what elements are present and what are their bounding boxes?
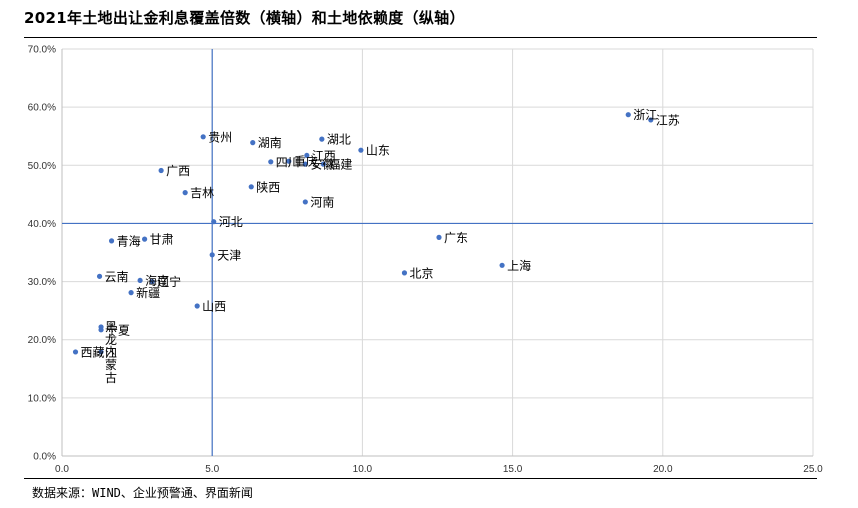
- data-point: [319, 136, 325, 142]
- data-label: 辽宁: [157, 274, 181, 289]
- y-tick-label: 30.0%: [28, 277, 56, 288]
- reference-lines: [62, 49, 813, 456]
- data-point: [286, 158, 292, 164]
- data-point: [320, 161, 326, 167]
- data-point: [128, 290, 134, 296]
- data-point: [248, 184, 254, 190]
- data-points: [72, 112, 654, 355]
- data-label: 江苏: [656, 113, 680, 127]
- x-tick-label: 0.0: [55, 464, 69, 475]
- data-label: 宁夏: [106, 322, 130, 337]
- title-divider: [24, 37, 817, 38]
- data-label: 西藏: [81, 345, 105, 359]
- data-label: 贵州: [208, 130, 232, 144]
- data-point: [250, 140, 256, 146]
- data-label: 陕西: [256, 179, 280, 194]
- y-tick-label: 50.0%: [28, 161, 56, 172]
- data-label: 上海: [507, 258, 531, 273]
- data-label: 广西: [166, 164, 190, 178]
- data-point: [436, 234, 442, 240]
- data-label: 海南: [145, 273, 169, 288]
- data-label: 黑龙江: [105, 320, 117, 360]
- data-label: 北京: [409, 266, 433, 280]
- data-point: [72, 349, 79, 355]
- chart-title: 2021年土地出让金利息覆盖倍数（横轴）和土地依赖度（纵轴）: [24, 9, 465, 27]
- data-label: 甘肃: [150, 233, 174, 247]
- data-point: [304, 152, 310, 159]
- y-tick-label: 60.0%: [28, 103, 56, 114]
- data-label: 浙江: [633, 108, 657, 122]
- source-note: 数据来源：WIND、企业预警通、界面新闻: [32, 486, 253, 500]
- data-label: 云南: [105, 269, 129, 284]
- data-point: [200, 134, 206, 140]
- data-point: [182, 190, 188, 196]
- data-label: 河北: [219, 215, 243, 229]
- data-point: [648, 117, 654, 123]
- data-label: 江西: [312, 149, 336, 163]
- data-label: 湖南: [258, 135, 282, 150]
- data-label: 河南: [310, 194, 334, 209]
- x-tick-label: 10.0: [353, 464, 373, 475]
- data-point: [98, 327, 104, 333]
- footer-divider: [24, 478, 817, 479]
- data-point: [401, 270, 408, 276]
- data-label: 山西: [202, 299, 226, 313]
- data-label: 山东: [366, 144, 390, 158]
- x-tick-label: 25.0: [803, 464, 823, 475]
- data-label: 吉林: [190, 186, 214, 200]
- data-label: 福建: [328, 157, 352, 172]
- grid-lines: [62, 48, 814, 456]
- data-label: 新疆: [136, 285, 160, 300]
- data-point: [302, 161, 308, 167]
- data-label: 内蒙古: [105, 345, 117, 385]
- y-tick-label: 40.0%: [28, 219, 56, 230]
- data-point: [625, 112, 631, 118]
- data-point: [98, 349, 104, 355]
- data-point: [358, 147, 364, 153]
- data-label: 湖北: [327, 132, 351, 147]
- data-label: 安徽: [310, 157, 334, 172]
- data-label: 青海: [117, 233, 141, 248]
- data-label: 广东: [444, 231, 468, 245]
- data-point: [211, 219, 217, 225]
- y-tick-label: 0.0%: [33, 452, 56, 463]
- data-point: [96, 273, 103, 279]
- data-label: 四川: [276, 155, 300, 169]
- x-tick-label: 5.0: [205, 464, 219, 475]
- data-point: [149, 278, 155, 285]
- data-point: [268, 159, 274, 165]
- data-point: [302, 199, 308, 205]
- data-label: 重庆: [294, 155, 318, 169]
- data-point: [108, 238, 115, 244]
- y-tick-label: 10.0%: [28, 393, 56, 404]
- data-point: [499, 262, 505, 268]
- data-point: [137, 277, 143, 284]
- x-tick-label: 20.0: [653, 464, 673, 475]
- x-tick-label: 15.0: [503, 464, 523, 475]
- y-tick-label: 20.0%: [28, 335, 56, 346]
- data-point: [158, 167, 164, 174]
- data-label: 天津: [217, 248, 241, 262]
- y-tick-label: 70.0%: [28, 45, 56, 56]
- data-point: [194, 303, 200, 309]
- data-point: [142, 236, 148, 242]
- data-point: [209, 252, 215, 258]
- axes: 0.0 5.0 10.0 15.0 20.0 25.0 0.0% 10.0% 20.0% 30.0…: [28, 45, 824, 476]
